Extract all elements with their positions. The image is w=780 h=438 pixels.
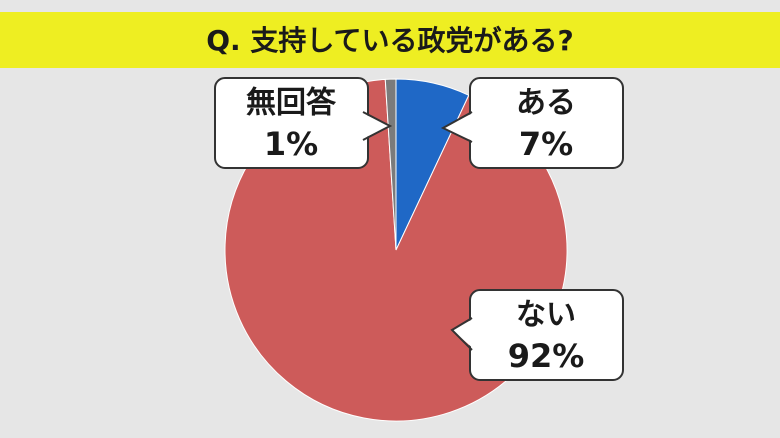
pie-slice [384,78,397,251]
callout-pointer [452,318,475,350]
value-label: 1% [264,125,318,163]
title-bar [0,12,780,68]
category-label: 無回答 [246,86,337,121]
callout-pointer-edge [362,111,393,141]
value-label: 7% [519,125,573,163]
callout-pointer [443,112,475,142]
callout-pointer-edge [450,317,473,351]
value-label: 92% [508,337,585,375]
callouts: ある 7% ない 92% 無回答 1% [214,77,624,381]
category-label: ある [516,86,576,121]
category-label: ない [516,298,576,333]
chart-title: Q. 支持している政党がある? [206,24,574,57]
callout-pointer [360,112,390,140]
callout-pointer-edge [440,111,473,143]
